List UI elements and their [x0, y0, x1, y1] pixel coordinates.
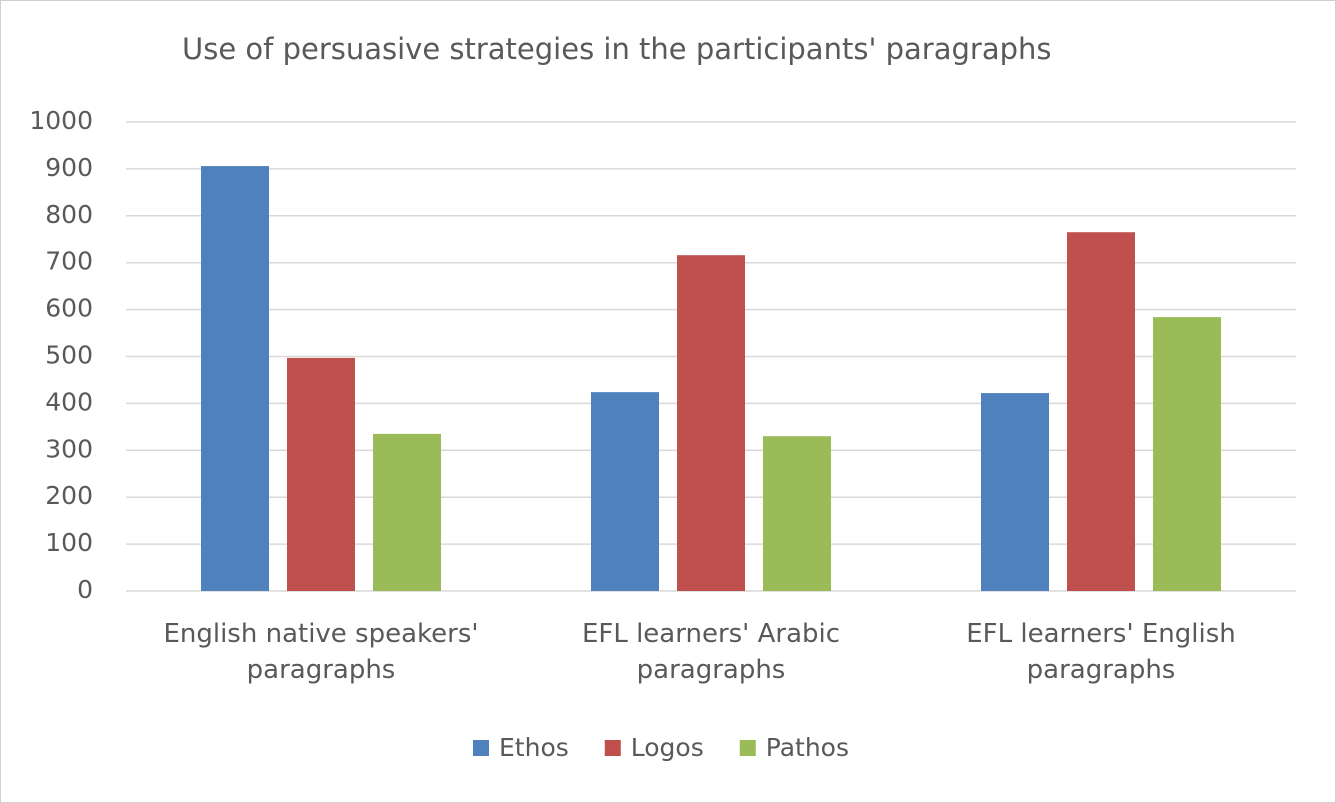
- y-tick-label: 100: [45, 528, 93, 557]
- bar: [373, 433, 441, 591]
- y-tick-label: 600: [45, 294, 93, 323]
- y-tick-label: 700: [45, 247, 93, 276]
- legend-label: Pathos: [766, 733, 849, 762]
- legend-swatch: [604, 740, 621, 756]
- y-tick-label: 300: [45, 434, 93, 463]
- bar: [1153, 317, 1221, 591]
- bar: [287, 357, 355, 591]
- y-tick-label: 200: [45, 481, 93, 510]
- y-tick-label: 900: [45, 153, 93, 182]
- legend-swatch: [739, 740, 756, 756]
- legend-swatch: [473, 740, 489, 756]
- y-tick-label: 400: [45, 387, 93, 416]
- bar: [981, 393, 1049, 591]
- bar: [1067, 232, 1135, 591]
- y-tick-label: 0: [77, 575, 93, 604]
- chart-title: Use of persuasive strategies in the part…: [182, 32, 1052, 66]
- legend-label: Ethos: [499, 733, 569, 762]
- y-tick-label: 500: [45, 341, 93, 370]
- x-tick-label: English native speakers' paragraphs: [163, 619, 479, 685]
- x-tick-label: EFL learners' Arabic paragraphs: [581, 619, 841, 685]
- bar: [677, 255, 745, 592]
- y-tick-label: 1000: [29, 106, 93, 135]
- legend-label: Logos: [631, 733, 704, 762]
- y-tick-label: 800: [45, 200, 93, 229]
- x-tick-label: EFL learners' English paragraphs: [966, 619, 1236, 685]
- bar: [201, 166, 269, 591]
- bar: [591, 392, 659, 591]
- bar: [763, 436, 831, 591]
